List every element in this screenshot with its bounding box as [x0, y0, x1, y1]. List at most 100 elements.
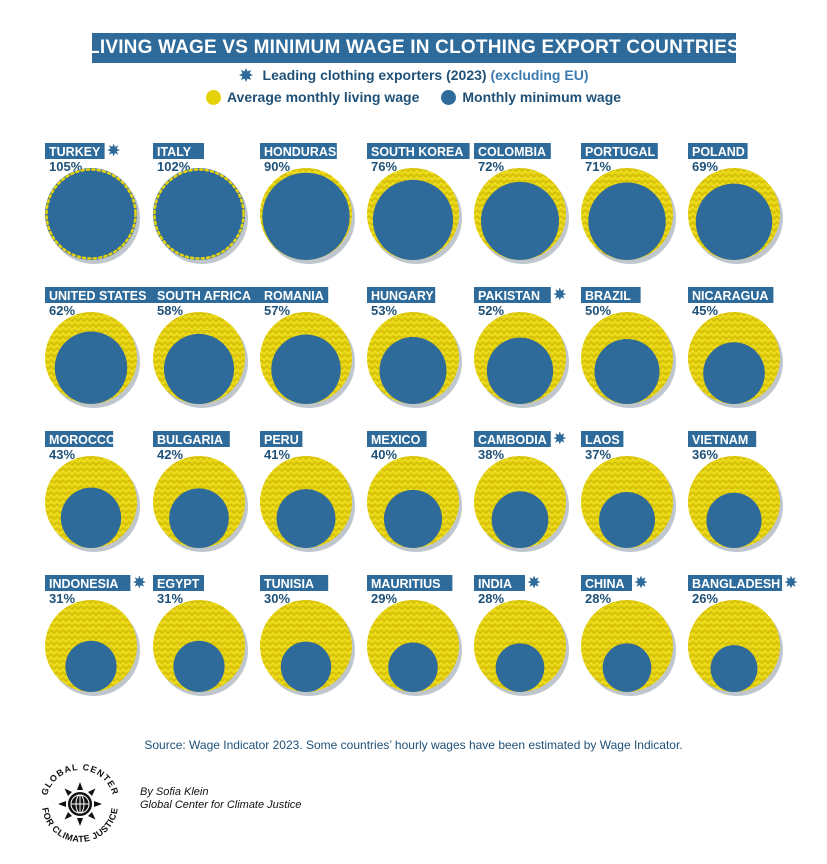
- country-label: NICARAGUA: [692, 289, 768, 303]
- country-label: BULGARIA: [157, 433, 223, 447]
- living-wage-outline: [45, 168, 137, 260]
- country-label: SOUTH AFRICA: [157, 289, 251, 303]
- country-label-bg: [45, 287, 165, 303]
- country-label-bg: [688, 143, 748, 159]
- percentage-label: 62%: [49, 303, 75, 318]
- country-label-bg: [474, 287, 551, 303]
- star-icon: [238, 68, 253, 82]
- minimum-wage-circle: [173, 640, 225, 693]
- country-label: HONDURAS: [264, 145, 336, 159]
- minimum-wage-circle: [695, 183, 773, 260]
- percentage-label: 28%: [585, 591, 611, 606]
- exporter-star-icon: [784, 575, 798, 589]
- exporter-star-icon: [107, 143, 121, 157]
- country-label-bg: [153, 575, 204, 591]
- country-label-bg: [688, 431, 757, 447]
- country-label-bg: [153, 431, 230, 447]
- country-label: MOROCCO: [49, 433, 116, 447]
- percentage-label: 102%: [157, 159, 191, 174]
- country-label-bg: [45, 143, 105, 159]
- country-label: EGYPT: [157, 577, 200, 591]
- country-label: PAKISTAN: [478, 289, 540, 303]
- percentage-label: 52%: [478, 303, 504, 318]
- minimum-wage-swatch: [441, 89, 457, 105]
- exporter-star-icon: [132, 575, 146, 589]
- legend-exporters: Leading clothing exporters (2023) (exclu…: [0, 67, 827, 83]
- percentage-label: 53%: [371, 303, 397, 318]
- org-logo: GLOBAL CENTER FOR CLIMATE JUSTICE: [39, 762, 120, 844]
- living-wage-outline: [153, 168, 245, 260]
- legend-wages: Average monthly living wage Monthly mini…: [0, 89, 827, 105]
- living-wage-swatch: [205, 89, 221, 105]
- country-label-bg: [153, 287, 265, 303]
- country-label-bg: [474, 431, 551, 447]
- legend-living-wage-label: Average monthly living wage: [226, 89, 420, 105]
- country-label-bg: [581, 575, 632, 591]
- minimum-wage-circle: [169, 488, 229, 548]
- country-label-bg: [367, 431, 427, 447]
- minimum-wage-circle: [588, 182, 666, 260]
- minimum-wage-circle: [594, 338, 660, 404]
- legend-minimum-wage-label: Monthly minimum wage: [462, 89, 622, 105]
- country-label: ITALY: [157, 145, 192, 159]
- exporter-star-icon: [527, 575, 541, 589]
- author: By Sofia Klein: [140, 786, 209, 798]
- minimum-wage-circle: [54, 331, 128, 404]
- percentage-label: 29%: [371, 591, 397, 606]
- country-label: BRAZIL: [585, 289, 631, 303]
- minimum-wage-circle: [486, 337, 554, 404]
- minimum-wage-circle: [271, 334, 341, 404]
- minimum-wage-circle: [495, 643, 545, 692]
- country-label: MAURITIUS: [371, 577, 440, 591]
- percentage-label: 28%: [478, 591, 504, 606]
- country-label: POLAND: [692, 145, 745, 159]
- minimum-wage-circle: [703, 342, 765, 405]
- country-label: CHINA: [585, 577, 625, 591]
- country-label: LAOS: [585, 433, 620, 447]
- country-label-bg: [474, 575, 525, 591]
- percentage-label: 105%: [49, 159, 83, 174]
- country-label: VIETNAM: [692, 433, 748, 447]
- country-label-bg: [367, 575, 453, 591]
- percentage-label: 57%: [264, 303, 290, 318]
- country-label: UNITED STATES: [49, 289, 146, 303]
- credits: By Sofia Klein Global Center for Climate…: [140, 786, 301, 812]
- percentage-label: 72%: [478, 159, 504, 174]
- legend-exporters-label: Leading clothing exporters (2023): [262, 67, 487, 83]
- percentage-label: 36%: [692, 447, 718, 462]
- country-label: TURKEY: [49, 145, 101, 159]
- percentage-label: 69%: [692, 159, 718, 174]
- country-label-bg: [367, 143, 470, 159]
- percentage-label: 71%: [585, 159, 611, 174]
- minimum-wage-circle: [710, 645, 758, 692]
- minimum-wage-circle: [599, 492, 655, 548]
- exporter-star-icon: [634, 575, 648, 589]
- country-label-bg: [581, 431, 624, 447]
- country-label-bg: [260, 287, 329, 303]
- country-label: COLOMBIA: [478, 145, 546, 159]
- legend-exporters-note: (excluding EU): [490, 67, 589, 83]
- minimum-wage-circle: [706, 492, 762, 548]
- country-label-bg: [688, 575, 782, 591]
- minimum-wage-circle: [262, 172, 350, 260]
- country-label: PORTUGAL: [585, 145, 656, 159]
- country-label-bg: [153, 143, 204, 159]
- country-label: MEXICO: [371, 433, 421, 447]
- source-note: Source: Wage Indicator 2023. Some countr…: [144, 738, 683, 752]
- country-label: PERU: [264, 433, 299, 447]
